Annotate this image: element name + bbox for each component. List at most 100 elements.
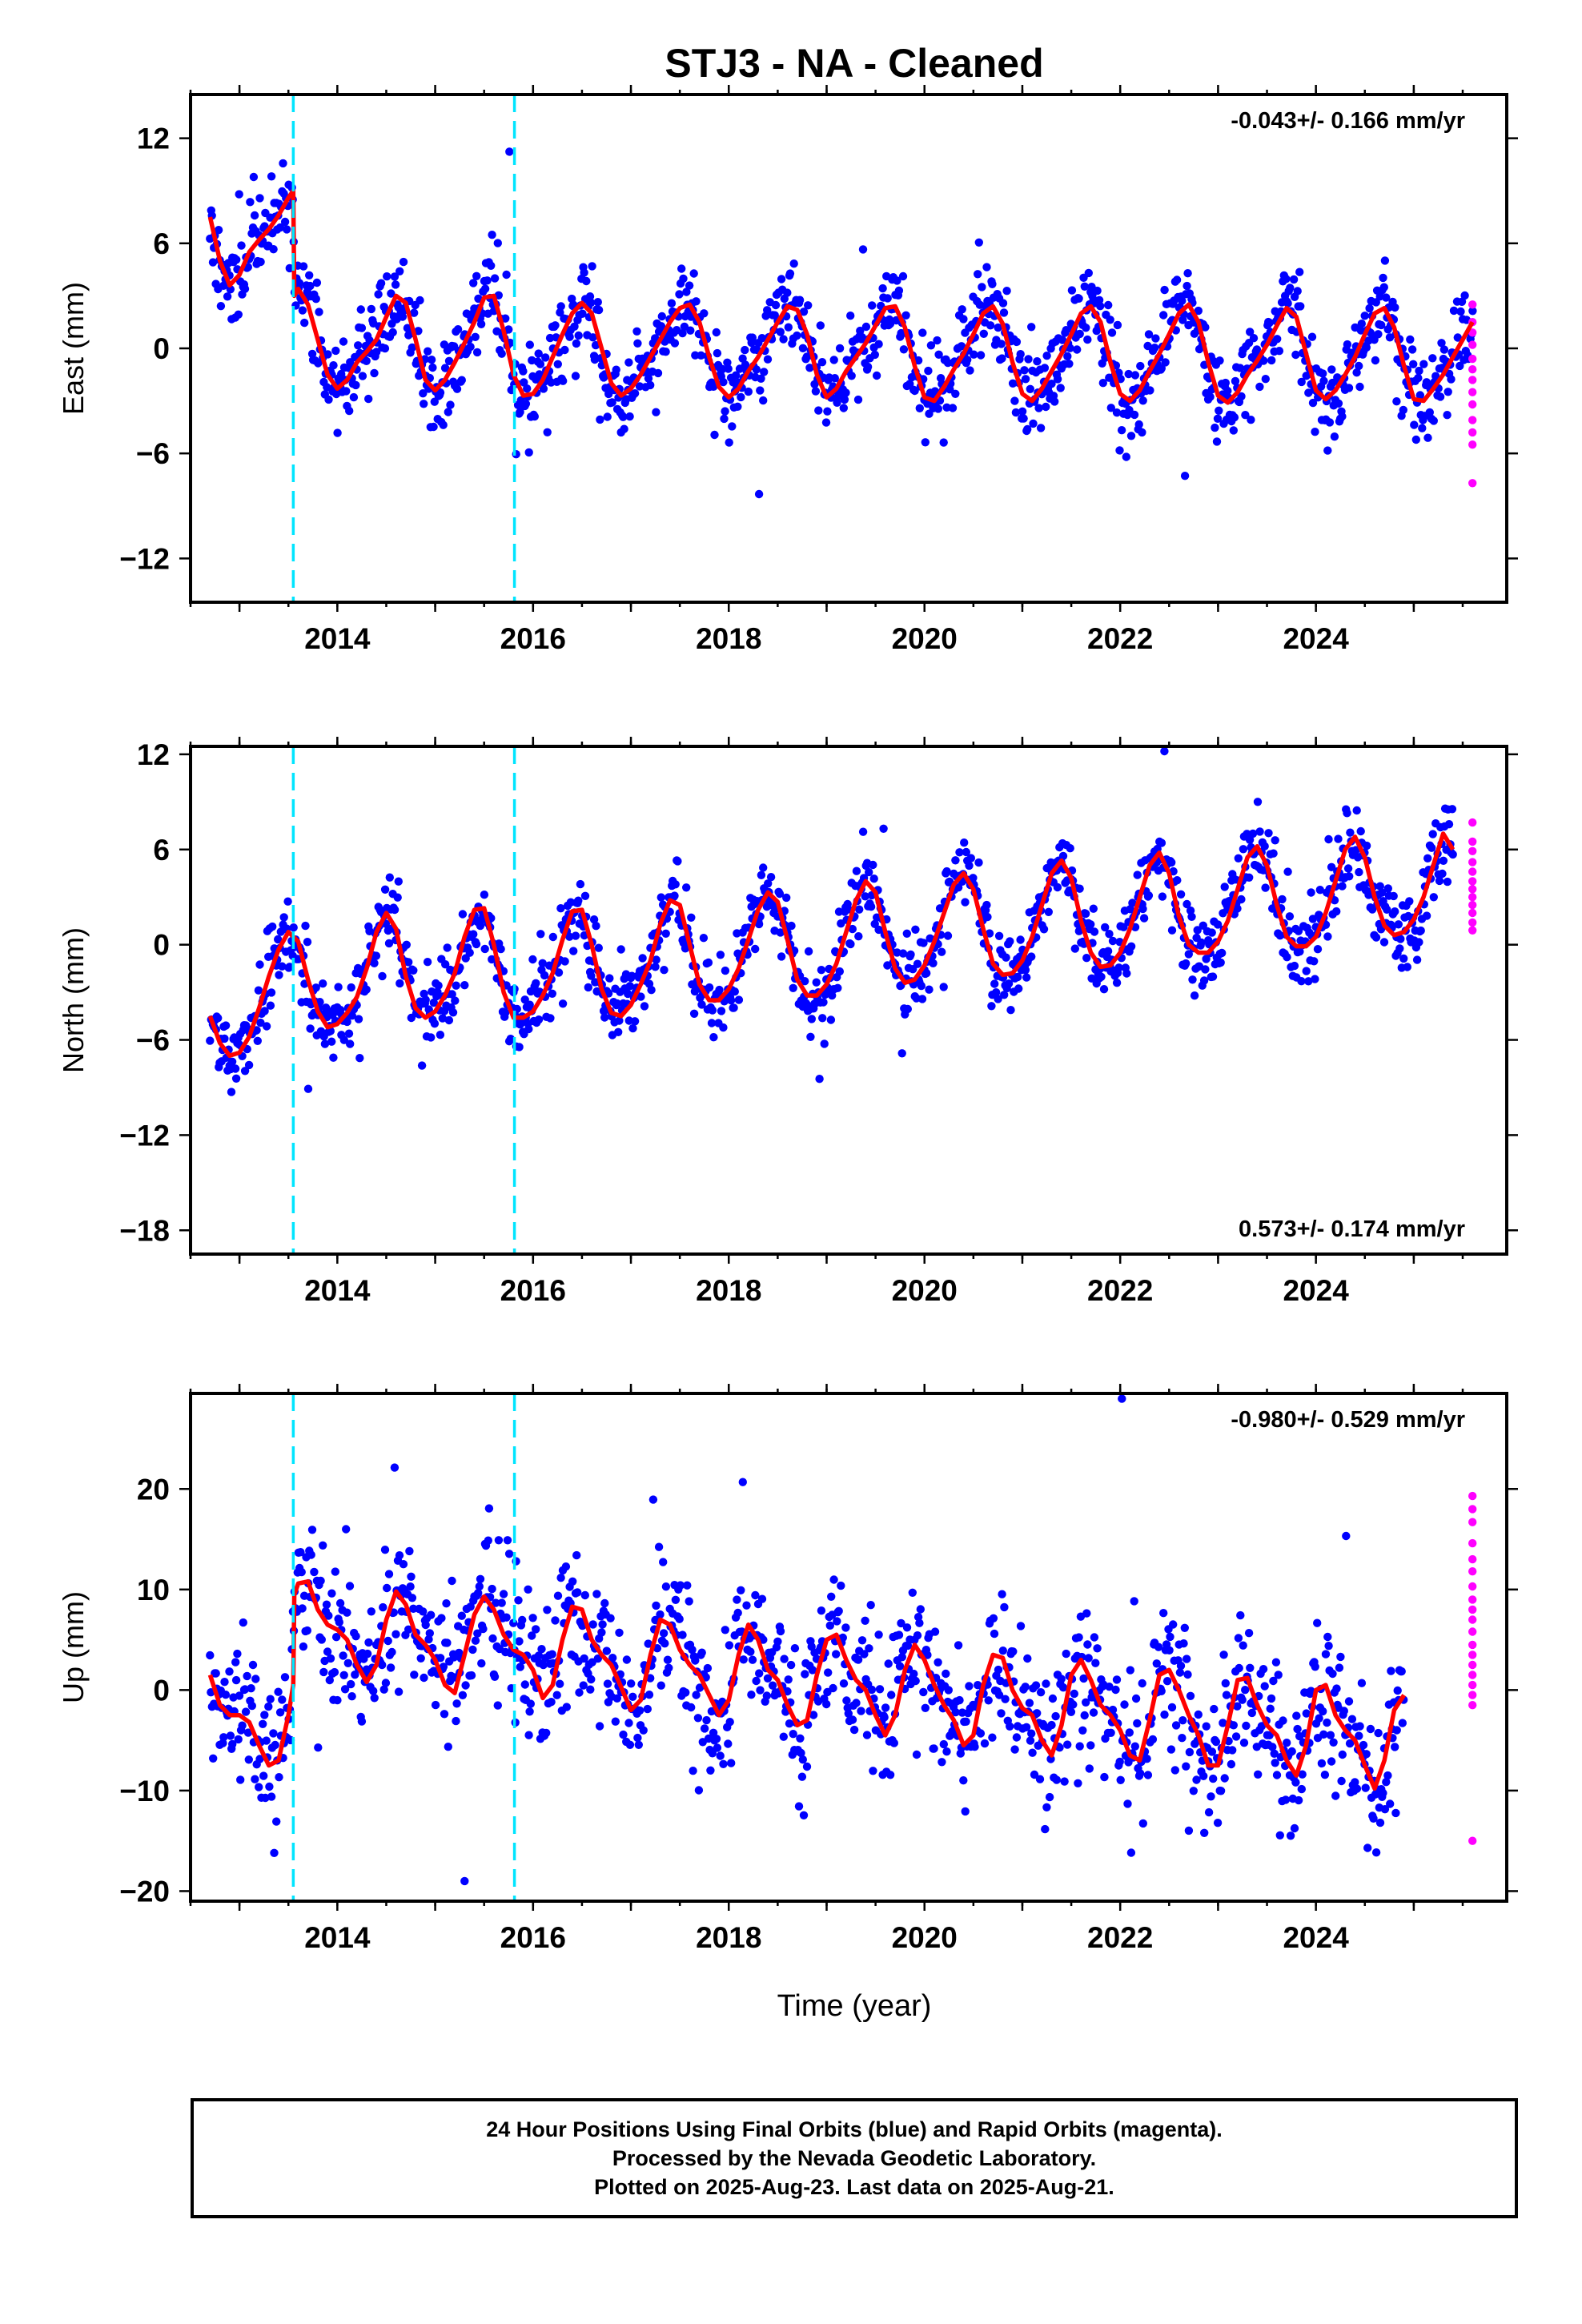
final-point bbox=[1332, 907, 1341, 916]
final-point bbox=[1016, 935, 1025, 944]
final-point bbox=[615, 1628, 624, 1638]
final-point bbox=[1030, 1770, 1039, 1779]
final-point bbox=[801, 1670, 809, 1679]
final-point bbox=[472, 939, 481, 949]
final-point bbox=[1356, 326, 1366, 335]
final-point bbox=[438, 1014, 447, 1023]
final-point bbox=[785, 269, 795, 278]
rapid-point bbox=[1468, 1640, 1477, 1650]
final-point bbox=[514, 1596, 523, 1605]
final-point bbox=[1362, 841, 1371, 850]
final-point bbox=[1456, 307, 1465, 316]
final-point bbox=[1456, 361, 1464, 371]
final-point bbox=[1006, 937, 1014, 946]
final-point bbox=[322, 1600, 331, 1609]
final-point bbox=[345, 406, 354, 416]
final-point bbox=[992, 988, 1001, 997]
rapid-point bbox=[1468, 885, 1477, 894]
final-point bbox=[429, 422, 438, 432]
final-point bbox=[842, 1696, 851, 1705]
final-point bbox=[1379, 273, 1387, 283]
final-point bbox=[1366, 1724, 1375, 1734]
final-point bbox=[280, 217, 290, 227]
final-point bbox=[955, 848, 964, 857]
final-point bbox=[251, 1775, 259, 1783]
final-point bbox=[1269, 849, 1278, 858]
y-tick-label: −18 bbox=[119, 1214, 170, 1247]
final-point bbox=[387, 1647, 396, 1657]
final-point bbox=[1090, 927, 1099, 936]
final-point bbox=[457, 1611, 466, 1620]
final-point bbox=[1355, 1722, 1364, 1731]
final-point bbox=[501, 314, 510, 323]
final-point bbox=[1000, 1602, 1009, 1612]
final-point bbox=[1130, 371, 1140, 380]
final-point bbox=[394, 1687, 404, 1696]
final-point bbox=[1187, 912, 1196, 922]
final-point bbox=[569, 947, 578, 955]
final-point bbox=[593, 298, 602, 307]
final-point bbox=[1352, 806, 1361, 815]
final-point bbox=[1311, 975, 1319, 983]
final-point bbox=[283, 225, 291, 234]
final-point bbox=[1387, 1667, 1395, 1675]
final-point bbox=[898, 271, 908, 281]
final-point bbox=[221, 1691, 231, 1699]
final-point bbox=[214, 226, 223, 235]
final-point bbox=[942, 866, 951, 876]
final-point bbox=[580, 268, 588, 277]
final-point bbox=[865, 1644, 873, 1653]
final-point bbox=[985, 929, 994, 938]
final-point bbox=[492, 1598, 500, 1607]
final-point bbox=[327, 1589, 336, 1598]
rapid-point bbox=[1468, 376, 1477, 384]
final-point bbox=[502, 270, 511, 279]
final-point bbox=[1114, 963, 1123, 972]
final-point bbox=[417, 1061, 427, 1070]
final-point bbox=[894, 1630, 904, 1639]
final-point bbox=[1253, 798, 1263, 806]
final-point bbox=[488, 231, 496, 239]
final-point bbox=[1150, 344, 1159, 352]
final-point bbox=[471, 1636, 480, 1645]
final-point bbox=[1278, 895, 1287, 904]
final-point bbox=[1010, 396, 1019, 405]
final-point bbox=[1327, 862, 1336, 872]
final-point bbox=[636, 992, 645, 1001]
final-point bbox=[1285, 912, 1295, 921]
final-point bbox=[802, 352, 811, 361]
final-point bbox=[347, 1692, 356, 1701]
final-point bbox=[1165, 1646, 1174, 1655]
final-point bbox=[521, 400, 531, 408]
final-point bbox=[357, 324, 367, 332]
final-point bbox=[209, 1754, 218, 1763]
final-point bbox=[329, 1053, 338, 1062]
final-point bbox=[817, 1606, 826, 1615]
final-point bbox=[390, 272, 400, 281]
final-point bbox=[1252, 345, 1262, 354]
final-point bbox=[391, 280, 400, 289]
final-point bbox=[1098, 379, 1108, 388]
final-point bbox=[235, 1691, 244, 1700]
final-point bbox=[247, 1701, 256, 1711]
final-point bbox=[473, 1629, 482, 1638]
final-point bbox=[693, 1714, 703, 1723]
final-point bbox=[329, 361, 338, 370]
final-point bbox=[994, 931, 1004, 941]
final-point bbox=[303, 1626, 311, 1635]
rapid-point bbox=[1468, 1691, 1477, 1699]
final-point bbox=[499, 1590, 508, 1598]
final-point bbox=[1189, 1787, 1199, 1795]
final-point bbox=[1215, 406, 1223, 415]
final-point bbox=[356, 305, 365, 314]
final-point bbox=[335, 1598, 345, 1608]
final-point bbox=[1063, 352, 1072, 361]
final-point bbox=[1053, 375, 1062, 384]
final-point bbox=[751, 1590, 760, 1600]
rapid-point bbox=[1468, 837, 1477, 846]
final-point bbox=[829, 1683, 837, 1693]
rapid-point bbox=[1468, 365, 1477, 374]
final-point bbox=[1115, 446, 1124, 455]
final-point bbox=[912, 1750, 921, 1759]
final-point bbox=[823, 407, 832, 416]
